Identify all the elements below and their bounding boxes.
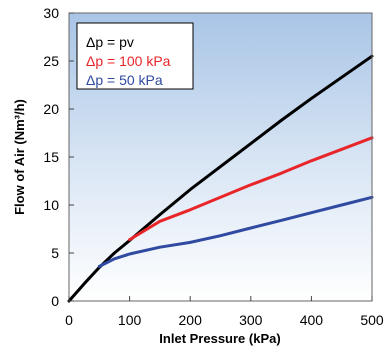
- y-tick-label: 30: [43, 5, 59, 21]
- x-tick-label: 300: [239, 312, 263, 328]
- series-line-1: [128, 136, 374, 242]
- ticks-layer: 0 100 200 300 400 500 0 5 10 15 20 25 30: [43, 5, 383, 328]
- x-tick-label: 100: [118, 312, 142, 328]
- legend-box: [76, 22, 194, 90]
- x-tick-label: 400: [300, 312, 324, 328]
- y-tick-label: 10: [43, 197, 59, 213]
- y-tick-label: 20: [43, 101, 59, 117]
- series-line-2: [97, 195, 374, 268]
- x-tick-label: 500: [360, 312, 384, 328]
- x-axis-title: Inlet Pressure (kPa): [159, 331, 280, 346]
- legend-item-100kpa: Δp = 100 kPa: [86, 53, 171, 69]
- series-layer: [67, 54, 374, 303]
- x-tick-label: 200: [179, 312, 203, 328]
- legend-item-pv: Δp = pv: [86, 34, 134, 50]
- y-tick-label: 25: [43, 53, 59, 69]
- legend-item-50kpa: Δp = 50 kPa: [86, 72, 163, 88]
- y-tick-label: 0: [51, 293, 59, 309]
- y-axis-title: Flow of Air (Nm³/h): [12, 99, 27, 215]
- x-tick-label: 0: [65, 312, 73, 328]
- legend: Δp = pv Δp = 100 kPa Δp = 50 kPa: [76, 22, 194, 90]
- y-tick-label: 5: [51, 245, 59, 261]
- y-tick-label: 15: [43, 149, 59, 165]
